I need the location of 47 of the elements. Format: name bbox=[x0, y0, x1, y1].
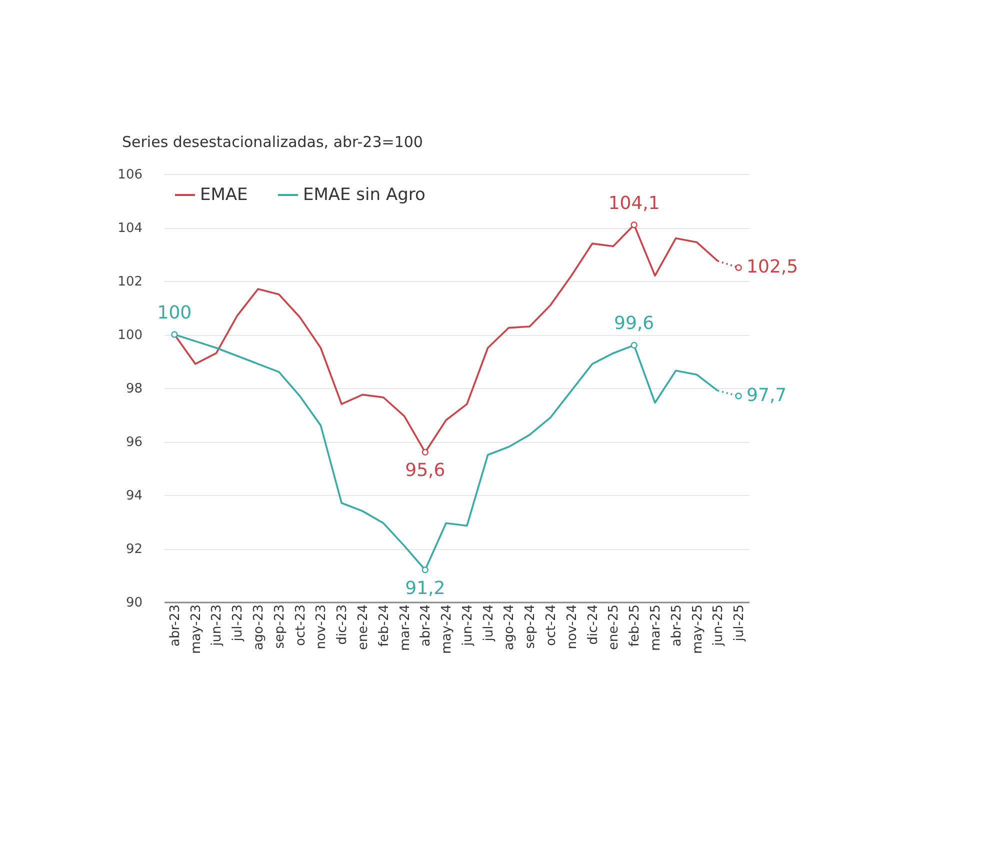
x-tick-label: sep-24 bbox=[523, 604, 538, 649]
data-label: 99,6 bbox=[614, 313, 654, 334]
x-tick-label: oct-23 bbox=[293, 604, 308, 646]
x-tick-label: feb-25 bbox=[628, 604, 643, 647]
x-tick-label: mar-24 bbox=[398, 604, 413, 651]
x-tick-label: jun-23 bbox=[210, 604, 225, 647]
legend-label: EMAE sin Agro bbox=[303, 185, 426, 205]
data-label: 100 bbox=[157, 302, 192, 324]
y-tick-label: 94 bbox=[126, 488, 142, 504]
x-tick-label: jul-24 bbox=[481, 604, 496, 642]
y-tick-label: 92 bbox=[126, 542, 142, 557]
x-tick-label: dic-24 bbox=[586, 604, 601, 645]
x-tick-label: feb-24 bbox=[376, 604, 392, 647]
x-tick-label: sep-23 bbox=[272, 604, 288, 649]
data-label: 102,5 bbox=[746, 256, 798, 278]
x-tick-label: ago-23 bbox=[252, 604, 267, 650]
y-tick-label: 102 bbox=[118, 274, 142, 290]
y-tick-label: 90 bbox=[126, 596, 142, 610]
x-tick-label: may-24 bbox=[440, 604, 455, 654]
data-label: 104,1 bbox=[608, 192, 660, 214]
y-tick-label: 98 bbox=[126, 382, 142, 396]
x-tick-label: mar-25 bbox=[648, 604, 664, 651]
x-tick-label: oct-24 bbox=[544, 604, 560, 646]
data-label: 91,2 bbox=[405, 578, 446, 599]
x-tick-label: nov-24 bbox=[564, 604, 580, 650]
y-tick-label: 104 bbox=[118, 221, 142, 236]
y-tick-label: 100 bbox=[118, 328, 142, 343]
x-tick-label: ene-25 bbox=[606, 604, 622, 650]
y-tick-label: 106 bbox=[118, 168, 142, 182]
x-tick-label: jun-24 bbox=[460, 604, 476, 647]
legend-label: EMAE bbox=[200, 185, 248, 205]
data-label: 97,7 bbox=[746, 385, 787, 406]
x-tick-label: ene-24 bbox=[356, 604, 371, 650]
x-tick-label: dic-23 bbox=[335, 604, 350, 645]
x-tick-label: ago-24 bbox=[502, 604, 518, 650]
x-tick-label: jul-23 bbox=[230, 604, 246, 642]
x-tick-label: may-25 bbox=[690, 604, 706, 654]
y-tick-label: 96 bbox=[126, 435, 142, 450]
x-tick-label: abr-23 bbox=[168, 604, 183, 646]
x-tick-label: abr-25 bbox=[669, 604, 684, 646]
x-tick-label: abr-24 bbox=[418, 604, 434, 646]
chart-title: Series desestacionalizadas, abr-23=100 bbox=[122, 133, 423, 151]
x-tick-label: jul-25 bbox=[732, 604, 748, 642]
x-tick-label: jun-25 bbox=[711, 604, 726, 647]
data-label: 95,6 bbox=[405, 460, 446, 482]
x-tick-label: may-23 bbox=[188, 604, 204, 654]
x-tick-label: nov-23 bbox=[314, 604, 330, 650]
